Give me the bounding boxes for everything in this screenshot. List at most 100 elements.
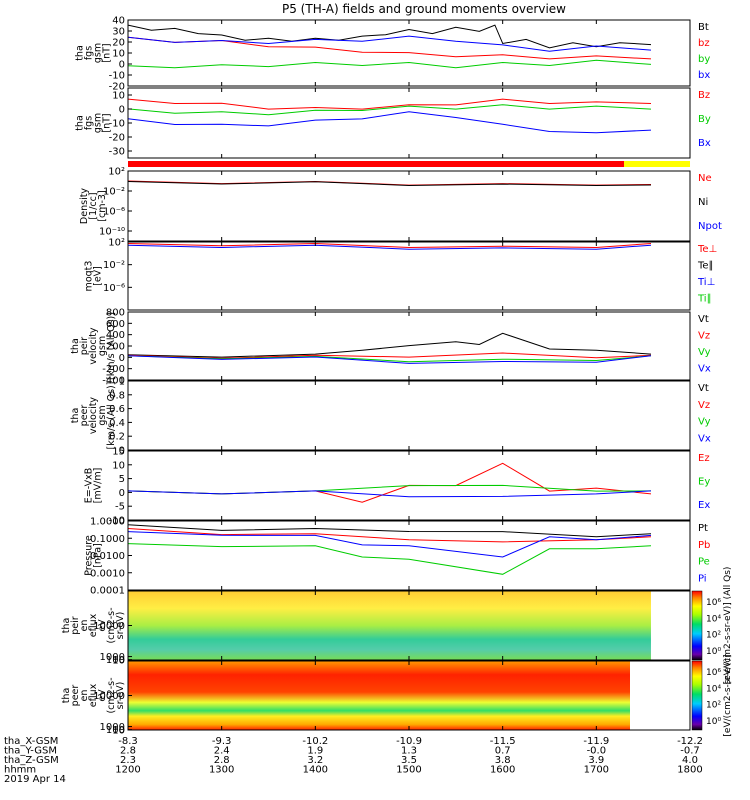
panel-ylabel: (cm2-s- — [106, 677, 117, 713]
legend-entry: Ey — [698, 477, 710, 488]
panel-ylabel: [km/s (All Qs)] — [106, 312, 117, 380]
x-tick-label: 4.0 — [682, 755, 698, 766]
panel-6: Vt Vz Vy Vx 1 0.8 0.6 0.4 0.2 0 thapeervelocitygsm… — [70, 377, 711, 457]
x-tick-label: 2.8 — [120, 746, 136, 757]
x-tick-label: 2.3 — [120, 755, 136, 766]
y-tick-label: 600 — [106, 319, 125, 330]
legend-entry: Vx — [698, 434, 711, 445]
y-tick-label: 1000 — [100, 652, 125, 663]
y-tick-label: 10000 — [93, 621, 125, 632]
legend-entry: Bx — [698, 138, 711, 149]
panel-3: Ne Ni Npot 10² 10⁻² 10⁻⁶ 10⁻¹⁰ Density[1/cc][cm… — [79, 167, 722, 242]
colorbar-tick-label: 10⁰ — [706, 717, 721, 727]
colorbar — [691, 590, 703, 661]
panel-ylabel: fgs — [84, 116, 95, 130]
figure-title: P5 (TH-A) fields and ground moments over… — [282, 2, 566, 16]
series-line-Vt — [127, 332, 652, 358]
colorbar-tick-label: 10⁶ — [706, 668, 721, 678]
x-tick-label: 1400 — [303, 765, 328, 776]
series-line-Pi — [127, 531, 652, 558]
x-row-label: tha_Z-GSM — [4, 755, 59, 766]
series-line-Pt — [127, 524, 652, 538]
y-tick-label: -30 — [109, 147, 125, 158]
y-tick-label: -20 — [109, 133, 125, 144]
panel-ylabel: [nT] — [102, 43, 113, 62]
x-tick-label: -10.2 — [302, 736, 328, 747]
y-tick-label: 40 — [112, 16, 125, 27]
series-line-Ex — [127, 490, 652, 498]
x-tick-label: 1200 — [115, 765, 140, 776]
y-tick-label: -10 — [109, 119, 125, 130]
colorbar-tick-label: 10⁴ — [706, 614, 721, 624]
spectrogram-image — [128, 661, 630, 730]
y-tick-label: 10000 — [93, 691, 125, 702]
panel-frame — [127, 87, 691, 159]
x-tick-label: -10.9 — [396, 736, 422, 747]
legend-entry: bx — [698, 70, 710, 81]
panel-ylabel: sr-eV) — [115, 612, 126, 640]
legend-entry: Pe — [698, 557, 710, 568]
series-line-Bz — [127, 98, 652, 110]
series-line-Pe — [127, 543, 652, 575]
legend-entry: Pb — [698, 540, 710, 551]
y-tick-label: 10 — [112, 460, 125, 471]
colorbar-tick-label: 10⁰ — [706, 647, 721, 657]
y-tick-label: -20 — [109, 82, 125, 93]
x-row-label: tha_X-GSM — [4, 736, 58, 747]
x-row-label: tha_Y-GSM — [4, 746, 57, 757]
panels-layer: Btbzbybx403020100-10-20thafgsgsm[nT]BzBy… — [61, 16, 733, 737]
legend-entry: Vt — [698, 314, 709, 325]
y-tick-label: 0.1000 — [90, 534, 125, 545]
x-tick-label: 1300 — [209, 765, 234, 776]
x-tick-label: 3.2 — [307, 755, 323, 766]
panel-8: Pt Pb Pe Pi 1.0000 0.1000 0.0100 0.0010 0.0001 Pr… — [84, 517, 711, 597]
panel-ylabel: tha — [75, 115, 86, 131]
x-tick-label: -11.9 — [583, 736, 609, 747]
panel-frame — [127, 170, 691, 242]
x-tick-label: -0.7 — [680, 746, 700, 757]
panel-ylabel: en — [79, 690, 90, 702]
x-row-label: hhmm — [4, 765, 36, 776]
panel-ylabel: eV — [97, 689, 108, 702]
y-tick-label: 100 — [106, 725, 125, 736]
legend-entry: By — [698, 114, 711, 125]
series-line-Bt — [127, 24, 652, 49]
panel-ylabel: [nPa] — [93, 543, 104, 568]
legend-entry: Pt — [698, 523, 708, 534]
panel-ylabel: [cm-3] — [97, 190, 108, 221]
y-tick-label: 200 — [106, 342, 125, 353]
panel-ylabel: tha — [70, 338, 81, 354]
y-tick-label: 10⁻⁶ — [103, 207, 125, 218]
legend-entry: Te∥ — [697, 261, 714, 272]
y-tick-label: 0 — [119, 105, 125, 116]
y-tick-label: 5 — [119, 474, 125, 485]
panel-ylabel: eV — [97, 619, 108, 632]
x-tick-label: 1.3 — [401, 746, 417, 757]
legend-entry: Vz — [698, 400, 710, 411]
panel-ylabel: tha — [61, 618, 72, 634]
series-line-Vx — [127, 355, 652, 364]
y-tick-label: 0.6 — [109, 404, 125, 415]
x-tick-label: 0.7 — [495, 746, 511, 757]
series-line-Vz — [127, 352, 652, 359]
y-tick-label: 0 — [119, 488, 125, 499]
panel-ylabel: gsm — [93, 113, 104, 133]
x-tick-label: 3.8 — [495, 755, 511, 766]
y-tick-label: 0.8 — [109, 390, 125, 401]
y-tick-label: 10 — [112, 49, 125, 60]
y-tick-label: 1.0000 — [90, 517, 125, 528]
x-tick-label: 3.9 — [588, 755, 604, 766]
panel-ylabel: [eV] — [93, 266, 104, 286]
series-line-by — [127, 59, 652, 69]
colorbar-tick-label: 10⁴ — [706, 684, 721, 694]
legend-entry: Vt — [698, 383, 709, 394]
y-tick-label: 10⁻⁶ — [103, 283, 125, 294]
y-tick-label: -400 — [102, 376, 125, 387]
